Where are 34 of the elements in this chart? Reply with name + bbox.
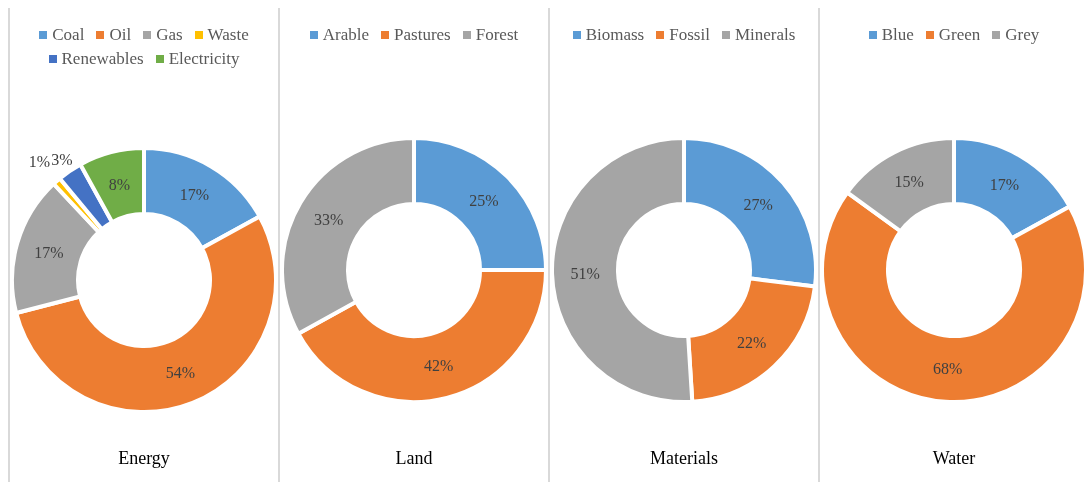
- data-label: 54%: [165, 363, 196, 381]
- legend-label: Renewables: [61, 49, 144, 69]
- data-label: 27%: [743, 196, 773, 214]
- data-label: 68%: [933, 360, 963, 378]
- data-label: 33%: [314, 211, 344, 229]
- legend-label: Oil: [109, 25, 132, 45]
- legend-label: Grey: [1005, 25, 1040, 45]
- text: Land: [395, 448, 433, 469]
- legend-label: Blue: [881, 25, 914, 45]
- data-label: 51%: [570, 264, 600, 282]
- legend-label: Arable: [322, 25, 370, 45]
- legend-label: Fossil: [669, 25, 710, 45]
- legend-label: Minerals: [734, 25, 796, 45]
- legend-label: Coal: [52, 25, 85, 45]
- data-label: 3%: [51, 150, 73, 168]
- data-label: 1%: [28, 153, 51, 171]
- data-label: 22%: [737, 333, 767, 351]
- data-label: 8%: [108, 175, 131, 193]
- data-label: 17%: [179, 186, 210, 204]
- data-label: 15%: [894, 173, 924, 191]
- legend-label: Electricity: [168, 49, 240, 69]
- legend-label: Pastures: [394, 25, 451, 45]
- text: Energy: [118, 448, 170, 469]
- legend-label: Waste: [207, 25, 249, 45]
- legend-label: Green: [938, 25, 981, 45]
- legend-label: Gas: [156, 25, 183, 45]
- data-label: 17%: [34, 244, 64, 261]
- legend-label: Forest: [475, 25, 519, 45]
- text: Materials: [650, 448, 718, 469]
- data-label: 25%: [469, 191, 499, 209]
- data-label: 42%: [423, 357, 454, 375]
- legend-label: Biomass: [585, 25, 645, 45]
- data-label: 17%: [989, 176, 1020, 194]
- text: Water: [932, 448, 976, 469]
